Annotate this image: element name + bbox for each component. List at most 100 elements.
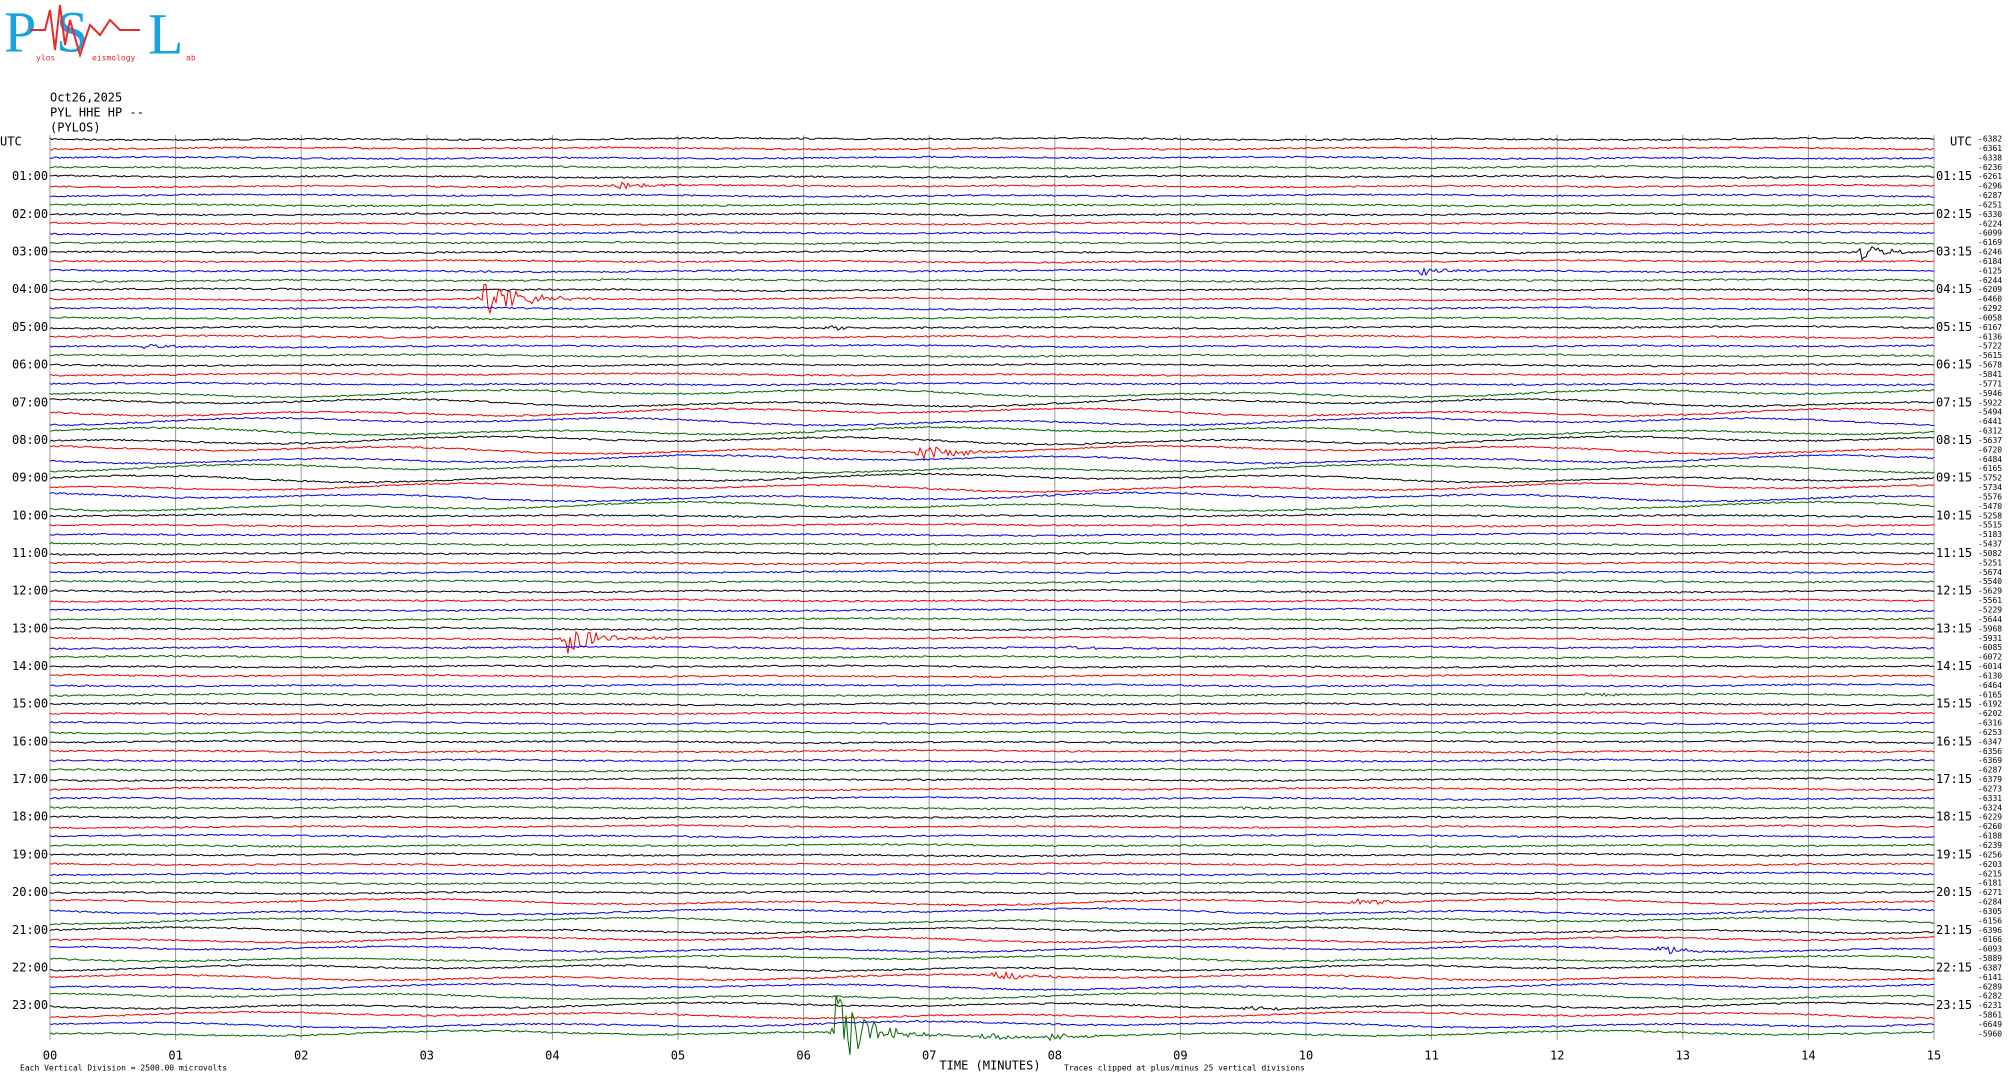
x-tick-label: 05	[671, 1049, 685, 1063]
trace	[49, 824, 1935, 830]
trace-offset: -6130	[1978, 671, 2002, 680]
clip-note: Traces clipped at plus/minus 25 vertical…	[1064, 1064, 1305, 1073]
trace-offset: -6284	[1978, 898, 2002, 907]
traces	[49, 136, 1935, 1055]
hour-label-left: 22:00	[12, 960, 48, 974]
trace	[49, 907, 1935, 916]
hour-label-left: 10:00	[12, 508, 48, 522]
trace-offset: -6202	[1978, 709, 2002, 718]
hour-label-left: 13:00	[12, 621, 48, 635]
hour-label-left: 20:00	[12, 885, 48, 899]
trace-offset: -5960	[1978, 1029, 2002, 1038]
x-tick-label: 11	[1424, 1049, 1438, 1063]
trace-offset: -6156	[1978, 916, 2002, 925]
trace	[49, 796, 1935, 801]
x-tick-label: 07	[922, 1049, 936, 1063]
trace-offset: -6369	[1978, 756, 2002, 765]
trace	[49, 211, 1935, 217]
trace-offset: -6379	[1978, 775, 2002, 784]
trace-offset: -5931	[1978, 634, 2002, 643]
trace-offset: -6215	[1978, 869, 2002, 878]
trace-offset: -6099	[1978, 229, 2002, 238]
trace-offset: -6236	[1978, 163, 2002, 172]
trace	[49, 654, 1935, 660]
trace	[50, 963, 1935, 972]
hour-label-left: 04:00	[12, 282, 48, 296]
trace	[49, 174, 1935, 180]
trace-offset: -5251	[1978, 558, 2002, 567]
trace	[49, 730, 1934, 735]
trace-offset: -5674	[1978, 568, 2002, 577]
left-title: UTC	[0, 135, 22, 149]
hour-label-right: 08:15	[1936, 433, 1972, 447]
trace-offset: -6231	[1978, 1001, 2002, 1010]
trace-offset: -6209	[1978, 285, 2002, 294]
trace	[49, 532, 1935, 537]
trace	[50, 372, 1935, 377]
trace	[49, 777, 1935, 782]
x-tick-label: 02	[294, 1049, 308, 1063]
trace	[49, 607, 1935, 613]
trace-offset: -5946	[1978, 389, 2002, 398]
x-tick-label: 09	[1173, 1049, 1187, 1063]
trace-offset: -6072	[1978, 653, 2002, 662]
trace-offset: -6229	[1978, 813, 2002, 822]
hour-label-right: 16:15	[1936, 734, 1972, 748]
trace	[49, 181, 1935, 190]
trace	[49, 758, 1935, 764]
hour-label-right: 06:15	[1936, 358, 1972, 372]
trace	[49, 683, 1935, 688]
trace-offset: -6166	[1978, 935, 2002, 944]
trace	[49, 805, 1935, 811]
trace	[49, 890, 1935, 895]
trace-offset: -6167	[1978, 323, 2002, 332]
trace-offset: -6271	[1978, 888, 2002, 897]
trace	[49, 221, 1935, 227]
trace	[49, 435, 1935, 446]
hour-label-right: 05:15	[1936, 320, 1972, 334]
trace-offset: -6331	[1978, 794, 2002, 803]
trace-offset: -5576	[1978, 492, 2002, 501]
trace	[49, 541, 1935, 547]
trace	[49, 720, 1935, 726]
x-tick-label: 06	[796, 1049, 810, 1063]
trace-offset: -5470	[1978, 502, 2002, 511]
trace	[49, 786, 1935, 792]
trace-offset: -6282	[1978, 992, 2002, 1001]
trace-offset: -6239	[1978, 841, 2002, 850]
trace	[49, 852, 1934, 858]
trace	[49, 569, 1935, 575]
trace-offset: -6387	[1978, 963, 2002, 972]
trace	[50, 814, 1935, 820]
hour-label-left: 02:00	[12, 207, 48, 221]
trace	[49, 325, 1935, 331]
hour-label-right: 17:15	[1936, 772, 1972, 786]
hour-label-right: 15:15	[1936, 697, 1972, 711]
trace-offset: -6460	[1978, 295, 2002, 304]
x-tick-label: 12	[1550, 1049, 1564, 1063]
trace	[50, 767, 1935, 773]
trace-offset: -6356	[1978, 747, 2002, 756]
logo: P S L ylos eismology ab	[4, 0, 196, 66]
trace-offset: -5615	[1978, 351, 2002, 360]
trace	[49, 426, 1935, 437]
hour-label-right: 13:15	[1936, 621, 1972, 635]
x-tick-label: 15	[1927, 1049, 1941, 1063]
trace	[49, 1010, 1935, 1020]
trace-offset: -5861	[1978, 1011, 2002, 1020]
trace-offset: -6093	[1978, 945, 2002, 954]
trace	[49, 416, 1935, 427]
hour-label-right: 18:15	[1936, 810, 1972, 824]
trace	[49, 407, 1935, 417]
trace	[49, 454, 1935, 465]
trace-offset: -6169	[1978, 238, 2002, 247]
trace	[49, 1020, 1935, 1029]
trace-offset: -5889	[1978, 954, 2002, 963]
trace-offset: -6324	[1978, 803, 2002, 812]
trace-offset: -5494	[1978, 408, 2002, 417]
hour-label-left: 23:00	[12, 998, 48, 1012]
hour-label-left: 07:00	[12, 395, 48, 409]
trace-offset: -6287	[1978, 766, 2002, 775]
trace	[49, 970, 1935, 982]
